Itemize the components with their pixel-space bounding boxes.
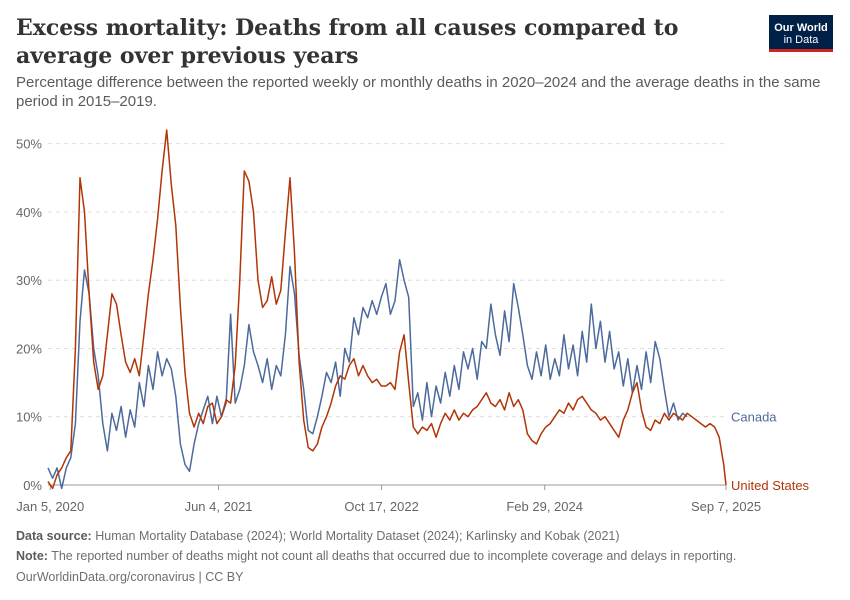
series-lines [47,129,727,490]
series-labels: Canada United States [731,410,810,493]
logo-line-2: in Data [783,33,819,46]
y-tick-label: 20% [16,341,42,356]
x-tick-label: Feb 29, 2024 [506,499,583,514]
x-axis: Jan 5, 2020 Jun 4, 2021 Oct 17, 2022 Feb 29… [16,484,761,514]
note-label: Note: [16,549,48,563]
y-tick-label: 30% [16,273,42,288]
series-label-canada[interactable]: Canada [731,410,777,425]
y-tick-label: 10% [16,410,42,425]
x-tick-label: Jan 5, 2020 [16,499,84,514]
y-tick-label: 40% [16,205,42,220]
x-tick-label: Sep 7, 2025 [691,499,761,514]
credit-link[interactable]: OurWorldinData.org/coronavirus | CC BY [16,570,244,584]
owid-logo[interactable]: Our World in Data [769,15,833,52]
series-line-united-states[interactable] [47,129,727,490]
y-tick-label: 0% [23,478,42,493]
chart-title: Excess mortality: Deaths from all causes… [16,15,679,69]
series-line-canada[interactable] [47,258,688,490]
y-tick-label: 50% [16,137,42,152]
note: Note: The reported number of deaths migh… [16,549,736,563]
series-label-united-states[interactable]: United States [731,478,810,493]
x-tick-label: Jun 4, 2021 [185,499,253,514]
x-tick-label: Oct 17, 2022 [344,499,418,514]
grid-lines [48,143,726,418]
data-source-text: Human Mortality Database (2024); World M… [95,529,620,543]
note-text: The reported number of deaths might not … [51,549,737,563]
logo-line-1: Our World [774,21,828,34]
data-source: Data source: Human Mortality Database (2… [16,529,620,543]
chart-subtitle: Percentage difference between the report… [16,74,821,110]
y-axis-tick-labels: 0% 10% 20% 30% 40% 50% [16,137,42,493]
line-chart: 0% 10% 20% 30% 40% 50% Jan 5, 2020 Jun 4, 2021… [16,129,810,514]
data-source-label: Data source: [16,529,92,543]
